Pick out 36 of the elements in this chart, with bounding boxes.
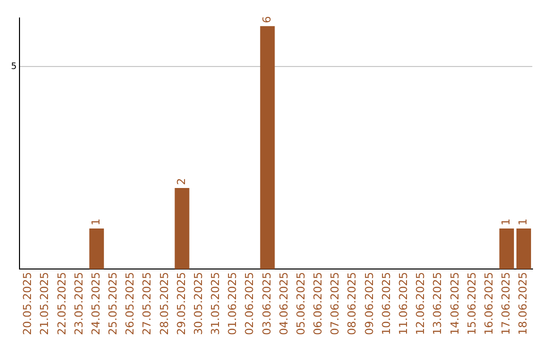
x-tick-label: 27.05.2025 — [140, 272, 154, 336]
x-tick-label: 21.05.2025 — [38, 272, 52, 336]
data-label: 6 — [260, 16, 274, 24]
x-tick-label: 23.05.2025 — [72, 272, 86, 336]
x-tick-label: 13.06.2025 — [431, 272, 444, 336]
data-label: 1 — [500, 218, 513, 226]
x-tick-label: 26.05.2025 — [124, 272, 137, 336]
x-tick-label: 29.05.2025 — [174, 272, 188, 336]
data-label: 1 — [516, 218, 530, 226]
x-tick-label: 07.06.2025 — [328, 272, 342, 336]
x-tick-label: 04.06.2025 — [277, 272, 290, 336]
x-tick-label: 20.05.2025 — [21, 272, 34, 336]
x-tick-label: 06.06.2025 — [312, 272, 325, 336]
data-label: 1 — [89, 218, 102, 226]
y-tick-label: 5 — [10, 62, 17, 72]
x-tick-label: 01.06.2025 — [226, 272, 240, 336]
x-tick-label: 22.05.2025 — [55, 272, 68, 336]
x-tick-label: 17.06.2025 — [500, 272, 513, 336]
x-tick-label: 18.06.2025 — [516, 272, 530, 336]
x-tick-label: 16.06.2025 — [482, 272, 496, 336]
x-tick-label: 15.06.2025 — [465, 272, 478, 336]
x-tick-label: 28.05.2025 — [158, 272, 171, 336]
x-tick-label: 12.06.2025 — [414, 272, 428, 336]
x-tick-label: 31.05.2025 — [209, 272, 222, 336]
x-tick-label: 25.05.2025 — [106, 272, 120, 336]
x-tick-label: 09.06.2025 — [362, 272, 376, 336]
x-tick-label: 08.06.2025 — [346, 272, 359, 336]
x-tick-label: 11.06.2025 — [397, 272, 410, 336]
x-tick-label: 03.06.2025 — [260, 272, 274, 336]
data-label: 2 — [174, 178, 188, 186]
x-tick-label: 10.06.2025 — [380, 272, 393, 336]
x-tick-label: 14.06.2025 — [448, 272, 462, 336]
x-tick-label: 30.05.2025 — [192, 272, 205, 336]
x-tick-label: 24.05.2025 — [89, 272, 102, 336]
x-tick-label: 02.06.2025 — [243, 272, 256, 336]
x-tick-label: 05.06.2025 — [294, 272, 308, 336]
